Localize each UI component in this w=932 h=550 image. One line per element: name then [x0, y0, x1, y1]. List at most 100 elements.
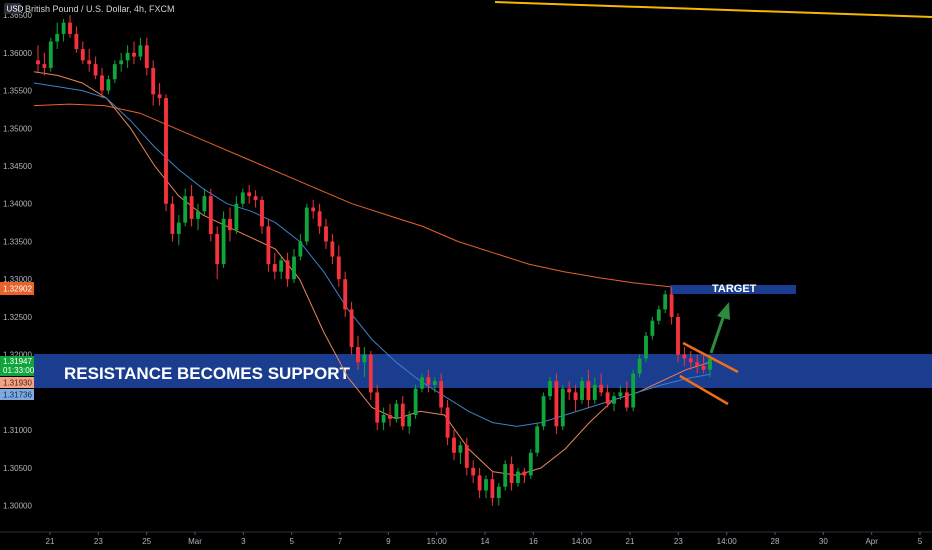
time-tick-label: Apr — [865, 537, 878, 546]
candle-up — [125, 52, 130, 61]
candle-up — [413, 388, 418, 416]
candle-down — [74, 33, 79, 50]
ma-slow-badge — [0, 389, 34, 400]
candle-up — [298, 241, 303, 257]
candle-up — [496, 486, 501, 499]
candle-up — [381, 415, 386, 423]
candle-down — [144, 45, 149, 68]
candle-up — [637, 358, 642, 374]
candle-down — [464, 445, 469, 468]
candle-down — [509, 464, 514, 483]
candle-up — [644, 335, 648, 359]
time-tick-label: 14 — [481, 537, 490, 546]
candle-up — [196, 211, 200, 219]
candle-up — [119, 60, 124, 65]
candle-down — [368, 354, 373, 393]
candle-up — [548, 381, 552, 397]
candle-down — [356, 347, 360, 363]
price-tick-label: 1.34000 — [3, 200, 32, 209]
trend-line[interactable] — [494, 1, 932, 18]
ma-slow-value: 1.31736 — [3, 391, 32, 400]
time-tick-label: 9 — [386, 537, 391, 546]
time-tick-label: 14:00 — [572, 537, 593, 546]
candle-up — [394, 403, 399, 419]
currency-badge-label: USD — [7, 5, 24, 14]
price-tick-label: 1.33000 — [3, 275, 32, 284]
candle-down — [247, 192, 252, 197]
time-tick-label: 5 — [918, 537, 923, 546]
candle-down — [42, 64, 47, 68]
candle-down — [228, 218, 232, 231]
candle-down — [330, 241, 335, 257]
channel-lower-line[interactable] — [679, 374, 729, 406]
candle-up — [618, 392, 623, 397]
candle-down — [586, 381, 591, 400]
time-tick-label: 15:00 — [427, 537, 448, 546]
candle-down — [260, 199, 264, 227]
candle-down — [266, 226, 271, 265]
candle-down — [688, 358, 693, 363]
candle-up — [528, 452, 533, 476]
candle-down — [132, 52, 136, 57]
candle-down — [93, 64, 98, 76]
candle-down — [87, 60, 92, 65]
price-tick-label: 1.33500 — [3, 237, 32, 246]
candle-up — [106, 79, 111, 91]
price-tick-label: 1.30500 — [3, 464, 32, 473]
candle-down — [554, 381, 559, 427]
candle-down — [343, 279, 348, 310]
time-tick-label: 5 — [289, 537, 294, 546]
time-tick-label: 21 — [626, 537, 635, 546]
time-axis-ticks: 21 23 25 Mar 3 5 7 9 15:00 14 16 14:00 21 23 14:00 28 30… — [46, 532, 923, 546]
channel-upper-line[interactable] — [682, 341, 739, 374]
price-axis[interactable] — [0, 0, 34, 550]
candle-down — [522, 471, 527, 476]
candle-down — [208, 196, 213, 234]
moving-average-line — [33, 82, 711, 427]
time-tick-label: Mar — [188, 537, 202, 546]
moving-average-line — [33, 103, 671, 288]
candle-down — [676, 316, 680, 355]
ma-200-value: 1.32902 — [3, 285, 32, 294]
candle-down — [426, 377, 431, 385]
candle-down — [439, 381, 444, 408]
time-tick-label: 7 — [338, 537, 343, 546]
time-axis[interactable] — [0, 532, 932, 550]
candle-up — [112, 64, 117, 80]
candle-up — [234, 203, 239, 231]
candle-up — [580, 381, 584, 400]
ma-200-badge — [0, 282, 34, 295]
candle-down — [285, 260, 290, 280]
candle-up — [138, 45, 143, 57]
time-tick-label: 23 — [674, 537, 683, 546]
support-resistance-zone[interactable] — [34, 354, 932, 388]
candle-down — [170, 203, 175, 234]
candle-up — [541, 396, 546, 427]
candle-down — [669, 294, 674, 317]
candle-up — [663, 294, 668, 310]
candle-down — [624, 392, 629, 408]
zone-label: RESISTANCE BECOMES SUPPORT — [64, 364, 351, 383]
candle-down — [695, 362, 700, 366]
candle-up — [650, 320, 655, 336]
candle-up — [631, 373, 636, 408]
candle-down — [324, 226, 328, 242]
target-label: TARGET — [712, 283, 757, 295]
target-zone[interactable] — [670, 285, 796, 294]
currency-badge[interactable] — [4, 3, 21, 14]
candle-up — [432, 381, 437, 385]
candle-up — [202, 196, 207, 212]
candle-up — [279, 260, 284, 272]
candle-down — [164, 98, 168, 204]
candle-up — [516, 471, 520, 483]
candle-up — [560, 388, 565, 427]
moving-averages — [33, 71, 711, 476]
candle-down — [599, 384, 604, 393]
candle-down — [272, 264, 277, 272]
candle-down — [445, 407, 450, 438]
target-arrow-icon — [717, 302, 730, 320]
price-tick-label: 1.34500 — [3, 162, 32, 171]
candle-down — [336, 256, 341, 280]
candle-down — [349, 309, 354, 348]
